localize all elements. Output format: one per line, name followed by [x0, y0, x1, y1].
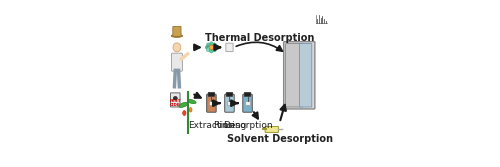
FancyBboxPatch shape [286, 44, 303, 107]
Ellipse shape [171, 34, 182, 37]
Text: Rinsing: Rinsing [213, 121, 246, 130]
FancyBboxPatch shape [170, 93, 180, 107]
FancyBboxPatch shape [226, 92, 232, 96]
Ellipse shape [206, 46, 212, 52]
FancyBboxPatch shape [172, 53, 182, 71]
Ellipse shape [173, 43, 181, 52]
Text: Desorption: Desorption [222, 121, 272, 130]
Ellipse shape [174, 97, 177, 100]
Text: Extraction: Extraction [188, 121, 234, 130]
Text: PEST
CIDE: PEST CIDE [170, 99, 181, 107]
FancyBboxPatch shape [208, 92, 214, 96]
FancyBboxPatch shape [244, 92, 251, 96]
FancyBboxPatch shape [246, 101, 250, 105]
FancyBboxPatch shape [243, 94, 252, 112]
Ellipse shape [182, 111, 186, 116]
FancyBboxPatch shape [226, 43, 233, 52]
Ellipse shape [179, 102, 188, 107]
FancyBboxPatch shape [206, 94, 216, 112]
FancyBboxPatch shape [173, 26, 181, 36]
FancyBboxPatch shape [224, 94, 234, 112]
Ellipse shape [189, 108, 192, 112]
FancyBboxPatch shape [265, 127, 278, 132]
Ellipse shape [209, 42, 214, 49]
Ellipse shape [210, 46, 216, 52]
FancyBboxPatch shape [300, 44, 312, 107]
Text: Thermal Desorption: Thermal Desorption [205, 33, 314, 43]
Ellipse shape [188, 100, 196, 104]
Ellipse shape [210, 43, 216, 49]
Ellipse shape [210, 45, 218, 50]
Ellipse shape [206, 43, 212, 49]
FancyBboxPatch shape [284, 42, 315, 109]
Ellipse shape [209, 46, 214, 53]
Text: Solvent Desorption: Solvent Desorption [228, 134, 334, 144]
Ellipse shape [209, 45, 214, 50]
FancyBboxPatch shape [209, 101, 214, 105]
Ellipse shape [205, 45, 212, 50]
FancyBboxPatch shape [228, 101, 232, 105]
